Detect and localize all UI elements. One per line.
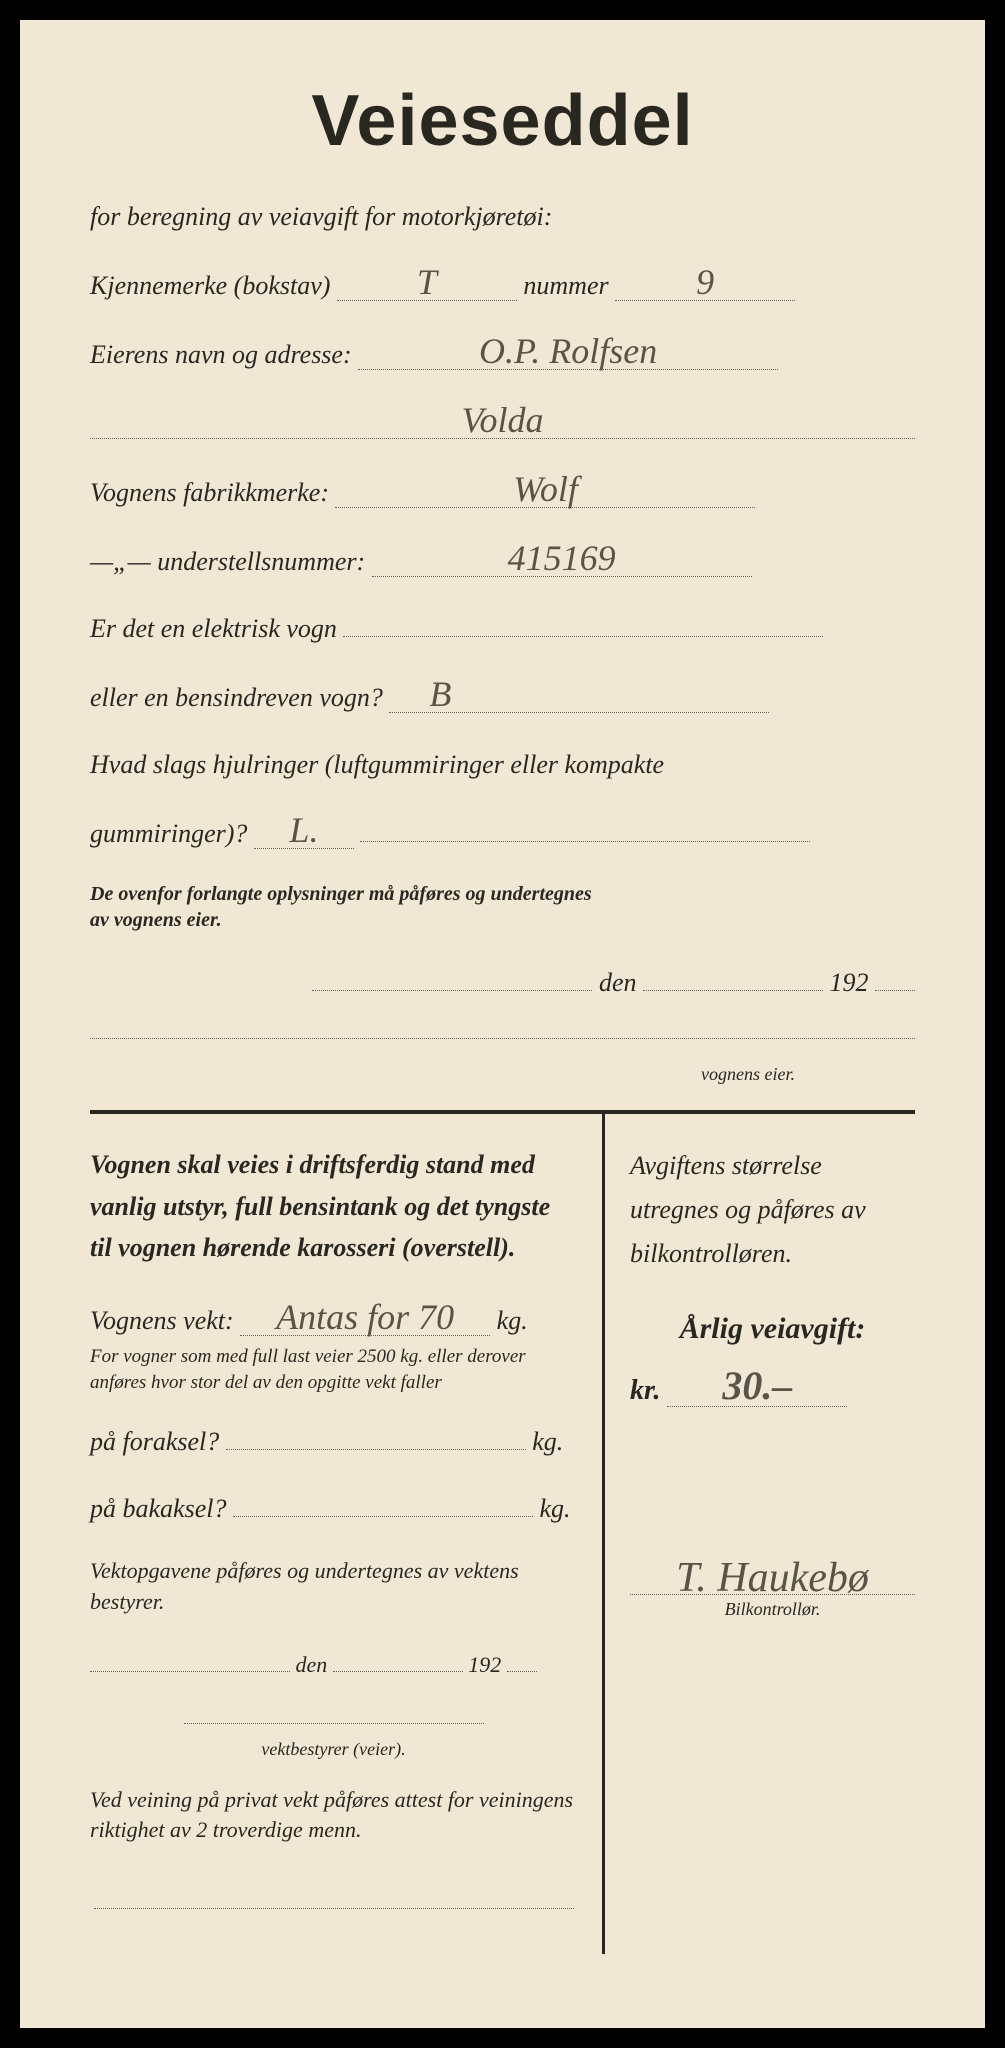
hjul-blank [360, 841, 810, 842]
nummer-value: 9 [615, 264, 795, 301]
bakaksel-line: på bakaksel? kg. [90, 1489, 577, 1528]
year-blank [875, 990, 915, 991]
privat-note: Ved veining på privat vekt påføres attes… [90, 1785, 577, 1847]
date-blank2 [333, 1671, 463, 1672]
kjennemerke-label: Kjennemerke (bokstav) [90, 271, 330, 300]
understell-line: —„— understellsnummer: 415169 [90, 540, 915, 581]
year-blank2 [507, 1671, 537, 1672]
bensin-label: eller en bensindreven vogn? [90, 683, 383, 712]
vekt-label: Vognens vekt: [90, 1306, 234, 1335]
kg-label2: kg. [532, 1427, 563, 1456]
controller-signature: T. Haukebø Bilkontrollør. [630, 1557, 915, 1620]
fabrikk-value: Wolf [335, 471, 755, 508]
vekt-value: Antas for 70 [240, 1299, 490, 1336]
hjul-value: L. [254, 812, 354, 849]
vektbestyrer-sig [90, 1711, 577, 1729]
vektbestyrer-caption: vektbestyrer (veier). [90, 1739, 577, 1760]
weighing-certificate: Veieseddel for beregning av veiavgift fo… [20, 20, 985, 2028]
left-column: Vognen skal veies i driftsferdig stand m… [90, 1114, 605, 1954]
kr-line: kr. 30.– [630, 1366, 915, 1407]
hjul-line1: Hvad slags hjulringer (luftgummiringer e… [90, 745, 915, 784]
witness-sig [90, 1896, 577, 1914]
eier-line: Eierens navn og adresse: O.P. Rolfsen [90, 333, 915, 374]
owner-sig-caption: vognens eier. [90, 1064, 915, 1085]
understell-value: 415169 [372, 540, 752, 577]
foraksel-line: på foraksel? kg. [90, 1422, 577, 1461]
understell-label: —„— understellsnummer: [90, 547, 365, 576]
place-blank [312, 990, 592, 991]
intro-line: for beregning av veiavgift for motorkjør… [90, 197, 915, 236]
weigh-instruction: Vognen skal veies i driftsferdig stand m… [90, 1144, 577, 1269]
den-label: den [599, 968, 637, 997]
year-prefix: 192 [830, 968, 869, 997]
den-label2: den [296, 1652, 328, 1677]
date-line: den 192 [90, 968, 915, 998]
kg-label: kg. [497, 1306, 528, 1335]
vekt-note: For vogner som med full last veier 2500 … [90, 1344, 577, 1397]
vekt-line: Vognens vekt: Antas for 70 kg. [90, 1299, 577, 1336]
fabrikk-label: Vognens fabrikkmerke: [90, 478, 329, 507]
owner-instruction: De ovenfor forlangte oplysninger må påfø… [90, 881, 610, 933]
vekt-instruction: Vektopgavene påføres og undertegnes av v… [90, 1556, 577, 1618]
owner-sig-blank [90, 1038, 915, 1039]
witness-blank [94, 1908, 574, 1909]
hjul-label2: gummiringer)? [90, 819, 247, 848]
eier-label: Eierens navn og adresse: [90, 340, 352, 369]
kjennemerke-value: T [337, 264, 517, 301]
year-prefix2: 192 [468, 1652, 501, 1677]
bakaksel-blank [233, 1516, 533, 1517]
kjennemerke-line: Kjennemerke (bokstav) T nummer 9 [90, 264, 915, 305]
vektbestyrer-blank [184, 1723, 484, 1724]
bensin-value: B [389, 676, 769, 713]
two-column-section: Vognen skal veies i driftsferdig stand m… [90, 1114, 915, 1954]
controller-sig-value: T. Haukebø [648, 1557, 898, 1599]
eier-value1: O.P. Rolfsen [358, 333, 778, 370]
elektrisk-label: Er det en elektrisk vogn [90, 614, 337, 643]
fabrikk-line: Vognens fabrikkmerke: Wolf [90, 471, 915, 512]
hjul-line2: gummiringer)? L. [90, 812, 915, 853]
bensin-line: eller en bensindreven vogn? B [90, 676, 915, 717]
elektrisk-line: Er det en elektrisk vogn [90, 609, 915, 648]
avgift-text: Avgiftens størrelse utregnes og påføres … [630, 1144, 915, 1277]
date-blank [643, 990, 823, 991]
foraksel-blank [226, 1449, 526, 1450]
kr-value: 30.– [667, 1366, 847, 1407]
owner-signature-line [90, 1038, 915, 1039]
bakaksel-label: på bakaksel? [90, 1494, 226, 1523]
bottom-date-line: den 192 [90, 1648, 577, 1681]
foraksel-label: på foraksel? [90, 1427, 219, 1456]
elektrisk-blank [343, 636, 823, 637]
kr-label: kr. [630, 1375, 660, 1406]
place-blank2 [90, 1671, 290, 1672]
eier-value2: Volda [90, 402, 915, 439]
yearly-label: Årlig veiavgift: [630, 1312, 915, 1346]
eier-line2: Volda [90, 402, 915, 443]
nummer-label: nummer [523, 271, 608, 300]
document-title: Veieseddel [90, 80, 915, 162]
right-column: Avgiftens størrelse utregnes og påføres … [605, 1114, 915, 1954]
kg-label3: kg. [539, 1494, 570, 1523]
